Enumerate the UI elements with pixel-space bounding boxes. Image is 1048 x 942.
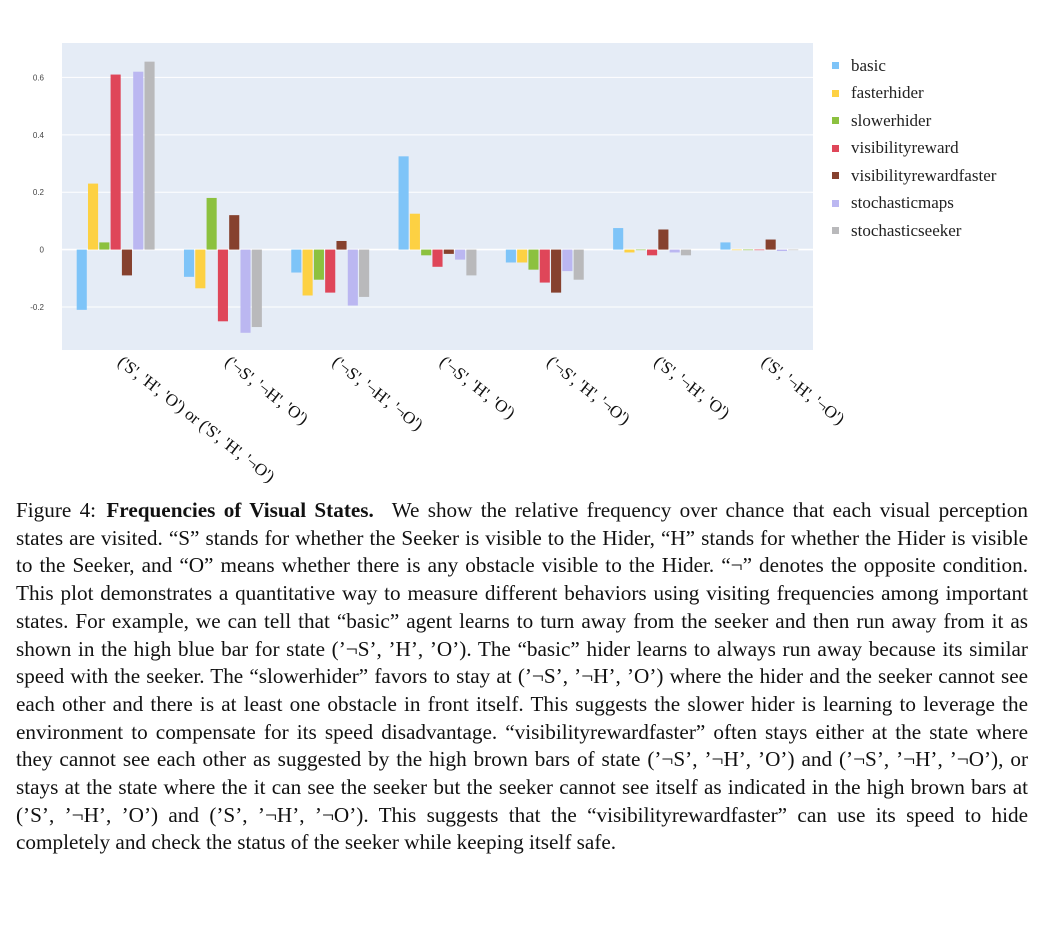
bar-stochasticmaps [240,249,251,333]
bar-slowerhider [99,242,110,250]
bar-slowerhider [206,197,217,250]
bar-stochasticseeker [144,61,155,250]
legend-label: fasterhider [851,83,924,103]
bar-fasterhider [731,249,742,251]
caption-label: Figure 4: [16,498,97,522]
bar-basic [613,228,624,250]
legend-swatch [832,117,839,125]
caption-body: We show the relative frequency over chan… [16,498,1028,855]
bar-slowerhider [528,249,539,270]
legend-item[interactable]: visibilityrewardfaster [832,162,996,190]
bar-basic [183,249,195,277]
legend-label: slowerhider [851,110,932,130]
figure-caption: Figure 4: Frequencies of Visual States. … [16,497,1028,857]
bar-basic [398,156,409,250]
y-tick-label: 0.6 [33,73,45,82]
y-tick-label: 0 [40,246,45,255]
bar-stochasticseeker [788,249,799,251]
bar-basic [76,249,87,310]
bar-slowerhider [313,249,324,280]
bar-basic [291,249,302,273]
bar-visibilityreward [647,249,658,256]
legend-swatch [832,62,839,70]
bar-visibilityreward [325,249,336,293]
legend-label: visibilityrewardfaster [851,165,997,185]
legend-item[interactable]: fasterhider [832,80,996,108]
bar-visibilityrewardfaster [229,215,240,250]
legend-label: visibilityreward [851,138,959,158]
x-tick-label: ('S', '¬H', 'O') [651,352,734,423]
legend-item[interactable]: basic [832,52,996,80]
x-tick-label: ('S', '¬H', '¬O') [758,352,848,428]
legend-item[interactable]: stochasticmaps [832,190,996,218]
bar-visibilityrewardfaster [121,249,132,276]
legend-swatch [832,199,839,207]
x-tick-label: ('¬S', '¬H', '¬O') [329,352,427,434]
bar-stochasticseeker [466,249,477,276]
bar-fasterhider [87,183,99,250]
legend-swatch [832,89,839,97]
bar-visibilityrewardfaster [443,249,454,254]
bar-stochasticmaps [455,249,466,260]
legend-swatch [832,172,839,180]
legend-item[interactable]: visibilityreward [832,135,996,163]
chart-figure: -0.2 0 0.2 0.4 0.6 ('S', 'H', 'O') or ('S', '… [30,43,996,486]
bar-stochasticseeker [251,249,262,328]
bar-stochasticseeker [573,249,584,280]
x-tick-label: ('¬S', '¬H', 'O') [221,352,311,428]
bar-fasterhider [517,249,528,263]
legend-swatch [832,144,839,152]
legend-label: basic [851,55,886,75]
caption-title: Frequencies of Visual States. [106,498,374,522]
bar-visibilityreward [432,249,443,267]
bar-stochasticmaps [133,71,144,250]
bar-stochasticmaps [347,249,358,306]
y-tick-label: 0.4 [33,131,45,140]
bar-stochasticseeker [680,249,692,256]
bar-fasterhider [409,213,420,250]
bar-visibilityrewardfaster [765,239,776,250]
legend-swatch [832,227,839,235]
bar-visibilityreward [539,249,550,283]
bar-fasterhider [195,249,206,289]
bar-visibilityreward [754,249,765,251]
bar-visibilityrewardfaster [551,249,562,293]
legend-item[interactable]: stochasticseeker [832,217,996,245]
bar-fasterhider [624,249,635,253]
plot-background [62,43,813,350]
bar-stochasticmaps [669,249,680,253]
legend-label: stochasticseeker [851,220,962,240]
y-tick-label: -0.2 [30,303,44,312]
bar-visibilityrewardfaster [658,229,669,250]
bar-stochasticmaps [562,249,573,272]
bar-basic [505,249,516,263]
legend-label: stochasticmaps [851,193,954,213]
legend-item[interactable]: slowerhider [832,107,996,135]
bar-slowerhider [421,249,432,256]
bar-stochasticmaps [776,249,788,252]
bar-chart: -0.200.20.40.6('S', 'H', 'O') or ('S', '… [30,43,848,486]
bar-slowerhider [635,249,646,251]
bar-stochasticseeker [359,249,370,297]
bar-slowerhider [743,249,754,251]
x-tick-label: ('¬S', 'H', 'O') [436,352,519,423]
bar-fasterhider [302,249,313,296]
bar-basic [720,242,731,250]
y-tick-label: 0.2 [33,188,45,197]
bar-visibilityreward [110,74,121,250]
legend: basic fasterhider slowerhider visibilityrew… [832,52,996,245]
x-tick-label: ('¬S', 'H', '¬O') [543,352,633,428]
bar-visibilityrewardfaster [336,240,347,250]
bar-visibilityreward [217,249,228,322]
